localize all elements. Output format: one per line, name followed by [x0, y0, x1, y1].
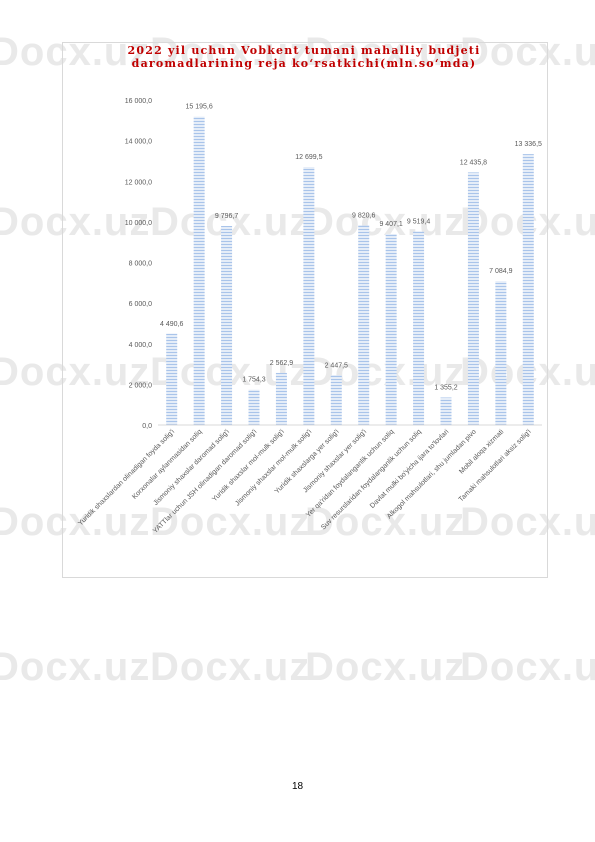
watermark-text: Docx.uz — [0, 30, 151, 74]
watermark-text: Docx.uz — [150, 30, 311, 74]
bar — [303, 167, 315, 425]
category-label: Yuridik shaxslardan olinadigan foyda sol… — [77, 428, 176, 527]
y-tick-label: 0,0 — [142, 423, 152, 430]
data-label: 9 796,7 — [215, 213, 238, 220]
page-number: 18 — [291, 781, 304, 792]
y-tick-label: 14 000,0 — [125, 139, 152, 146]
watermark-text: Docx.uz — [0, 350, 151, 394]
data-label: 9 407,1 — [379, 221, 402, 228]
data-label: 12 699,5 — [295, 154, 322, 161]
bar — [221, 226, 233, 425]
watermark-text: Docx.uz — [150, 645, 311, 689]
data-label: 15 195,6 — [186, 103, 213, 110]
bar — [385, 233, 397, 425]
data-label: 7 084,9 — [489, 268, 512, 275]
bar — [440, 397, 452, 425]
watermark-text: Docx.uz — [305, 200, 466, 244]
bar — [166, 333, 178, 425]
data-label: 9 820,6 — [352, 213, 375, 220]
data-label: 1 754,3 — [242, 376, 265, 383]
watermark-text: Docx.uz — [0, 200, 151, 244]
y-tick-label: 2 000,0 — [129, 382, 152, 389]
bar — [330, 375, 342, 425]
y-tick-label: 16 000,0 — [125, 98, 152, 105]
chart-title-line-1: 2022 yil uchun Vobkent tumani mahalliy b… — [127, 44, 481, 57]
bar — [467, 172, 479, 425]
y-tick-label: 10 000,0 — [125, 220, 152, 227]
bar — [358, 225, 370, 425]
data-label: 2 447,5 — [325, 362, 348, 369]
data-label: 12 435,8 — [460, 159, 487, 166]
chart-frame — [62, 42, 548, 578]
bar — [193, 116, 205, 425]
data-label: 9 519,4 — [407, 219, 430, 226]
bar — [248, 389, 260, 425]
data-label: 4 490,6 — [160, 321, 183, 328]
watermark-text: Docx.uz — [0, 645, 151, 689]
y-tick-label: 4 000,0 — [129, 342, 152, 349]
watermark-text: Docx.uz — [460, 500, 595, 544]
watermark-text: Docx.uz — [305, 30, 466, 74]
y-axis: 0,0 2 000,0 4 000,0 6 000,0 8 000,0 10 000,0 1… — [125, 98, 152, 430]
data-label: 13 336,5 — [515, 141, 542, 148]
y-tick-label: 8 000,0 — [129, 261, 152, 268]
bar — [522, 154, 534, 425]
y-tick-label: 6 000,0 — [129, 301, 152, 308]
x-axis: Yuridik shaxslardan olinadigan foyda sol… — [77, 424, 542, 535]
category-label: YATTlar uchun JSH olinadigan daromad sol… — [152, 428, 259, 535]
y-tick-label: 12 000,0 — [125, 179, 152, 186]
watermark-text: Docx.uz — [150, 500, 311, 544]
data-label: 2 562,9 — [270, 360, 293, 367]
watermark-text: Docx.uz — [0, 500, 151, 544]
category-label: Suv resurslaridan foydalanganlik uchun s… — [320, 428, 423, 531]
chart-title-line-2: daromadlarining reja ko‘rsatkichi(mln.so… — [131, 57, 477, 70]
bar — [413, 231, 425, 425]
bars: 4 490,6 15 195,6 9 796,7 1 754,3 2 562,9 12 6… — [160, 103, 542, 425]
watermark-text: Docx.uz — [460, 645, 595, 689]
watermark-text: Docx.uz — [305, 645, 466, 689]
watermark-text: Docx.uz — [460, 30, 595, 74]
watermark-text: Docx.uz — [305, 500, 466, 544]
data-label: 1 355,2 — [434, 384, 457, 391]
bar — [275, 372, 287, 425]
chart-title: 2022 yil uchun Vobkent tumani mahalliy b… — [62, 44, 546, 70]
bar — [495, 281, 507, 425]
